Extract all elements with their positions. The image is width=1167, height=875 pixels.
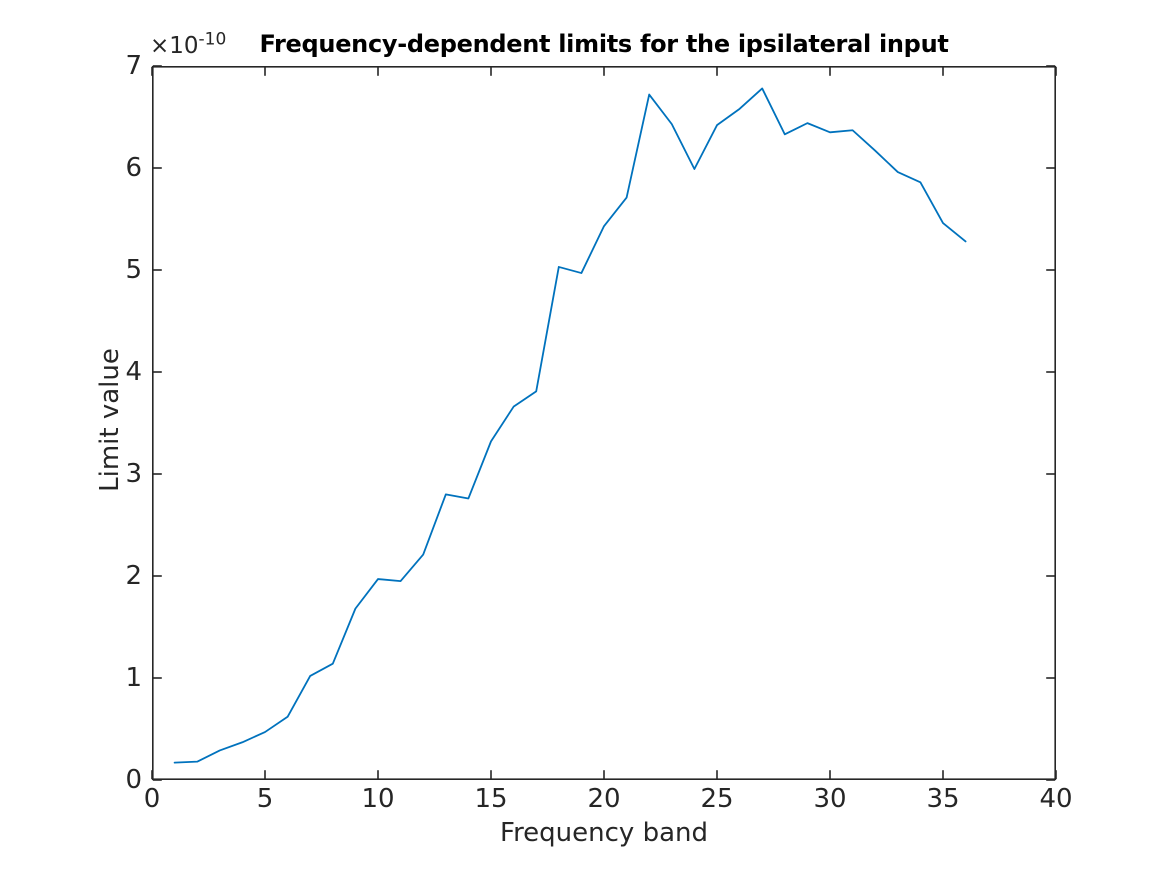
x-tick-label: 10 xyxy=(361,784,395,814)
x-tick-label: 20 xyxy=(587,784,621,814)
x-tick-label: 40 xyxy=(1039,784,1073,814)
y-axis-exponent-label: ×10-10 xyxy=(150,31,226,59)
y-axis-exponent-power: -10 xyxy=(198,29,227,50)
x-tick-label: 25 xyxy=(700,784,734,814)
x-tick-label: 35 xyxy=(926,784,960,814)
x-axis-label: Frequency band xyxy=(500,818,708,848)
x-tick-label: 0 xyxy=(143,784,161,814)
y-tick-label: 1 xyxy=(125,663,142,693)
y-axis-label: Limit value xyxy=(95,348,125,492)
y-tick-label: 7 xyxy=(125,51,142,81)
y-tick-label: 6 xyxy=(125,153,142,183)
y-tick-label: 2 xyxy=(125,561,142,591)
y-tick-label: 0 xyxy=(125,765,142,795)
x-tick-label: 15 xyxy=(474,784,508,814)
y-axis-exponent-prefix: ×10 xyxy=(150,33,199,59)
x-tick-label: 5 xyxy=(256,784,274,814)
y-tick-label: 5 xyxy=(125,255,142,285)
data-line xyxy=(173,87,967,764)
plot-title: Frequency-dependent limits for the ipsil… xyxy=(259,30,949,58)
x-tick-label: 30 xyxy=(813,784,847,814)
plot-area xyxy=(151,65,1057,781)
y-tick-label: 4 xyxy=(125,357,142,387)
y-tick-label: 3 xyxy=(125,459,142,489)
axis-box xyxy=(152,66,1057,781)
